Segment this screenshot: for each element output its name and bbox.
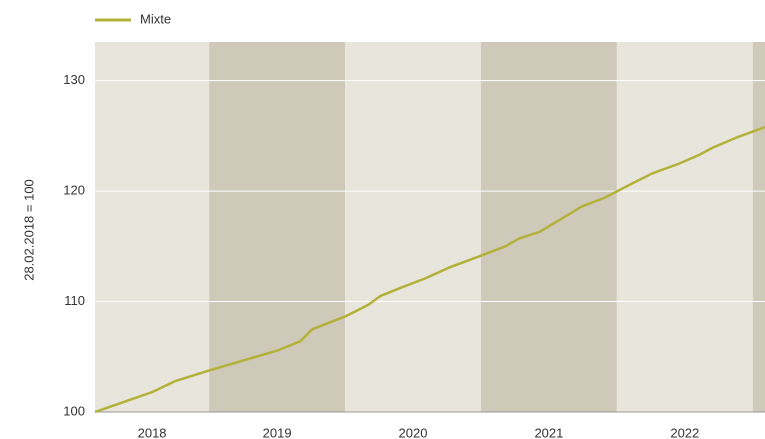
x-tick-label: 2019 xyxy=(263,425,292,439)
y-tick-label: 100 xyxy=(63,403,85,418)
legend-label: Mixte xyxy=(140,11,171,26)
y-tick-label: 130 xyxy=(63,72,85,87)
y-tick-label: 120 xyxy=(63,183,85,198)
x-tick-label: 2018 xyxy=(138,425,167,439)
year-band xyxy=(95,42,210,412)
y-axis-title: 28.02.2018 = 100 xyxy=(21,179,36,281)
year-band xyxy=(616,42,753,412)
year-band xyxy=(752,42,765,412)
x-tick-label: 2022 xyxy=(670,425,699,439)
data-line xyxy=(94,125,765,414)
plot-area xyxy=(95,42,765,412)
year-band xyxy=(209,42,346,412)
y-tick-label: 110 xyxy=(64,293,85,308)
x-tick-label: 2021 xyxy=(534,425,563,439)
year-band xyxy=(345,42,481,412)
x-tick-label: 2020 xyxy=(399,425,428,439)
